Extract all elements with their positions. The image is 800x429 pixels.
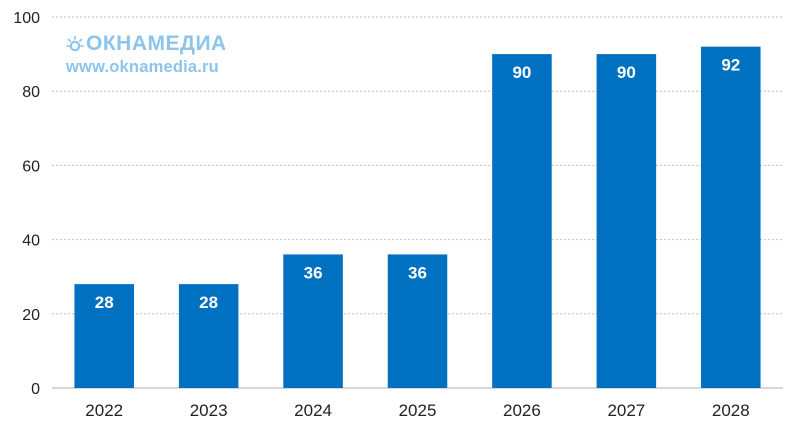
- x-axis-tick-labels: 2022 2023 2024 2025 2026 2027 2028: [85, 401, 749, 420]
- bar-data-label: 92: [721, 56, 740, 75]
- y-axis-tick-labels: 0 20 40 60 80 100: [13, 10, 40, 398]
- bar: [701, 46, 761, 389]
- bar: [387, 254, 448, 388]
- bar: [283, 254, 343, 388]
- bar: [596, 54, 657, 388]
- x-tick-label: 2028: [712, 401, 750, 420]
- gridlines: [52, 16, 783, 389]
- bar: [178, 284, 239, 388]
- watermark-url: www.oknamedia.ru: [66, 58, 219, 76]
- x-tick-label: 2027: [607, 401, 645, 420]
- y-tick-label: 0: [31, 381, 40, 398]
- bar: [492, 54, 552, 388]
- y-tick-label: 40: [22, 233, 40, 250]
- bar-data-label: 90: [617, 63, 636, 82]
- bar-data-label: 90: [512, 63, 531, 82]
- watermark-brand-text: ОКНАМЕДИА: [86, 32, 227, 55]
- x-tick-label: 2026: [503, 401, 541, 420]
- x-tick-label: 2023: [190, 401, 228, 420]
- watermark: ОКНАМЕДИА www.oknamedia.ru: [66, 32, 227, 77]
- y-tick-label: 20: [22, 307, 40, 324]
- bars: 28 28 36 36 90 90 92: [74, 46, 761, 389]
- x-tick-label: 2022: [85, 401, 123, 420]
- bar-data-label: 36: [304, 263, 323, 282]
- x-tick-label: 2025: [399, 401, 437, 420]
- bar-data-label: 28: [95, 293, 114, 312]
- watermark-brand: ОКНАМЕДИА: [66, 32, 227, 56]
- y-tick-label: 80: [22, 84, 40, 101]
- bar-data-label: 28: [199, 293, 218, 312]
- sun-logo-icon: [66, 35, 84, 52]
- bar-data-label: 36: [408, 263, 427, 282]
- y-tick-label: 60: [22, 158, 40, 175]
- x-tick-label: 2024: [294, 401, 332, 420]
- bar: [74, 284, 134, 388]
- y-tick-label: 100: [13, 10, 40, 27]
